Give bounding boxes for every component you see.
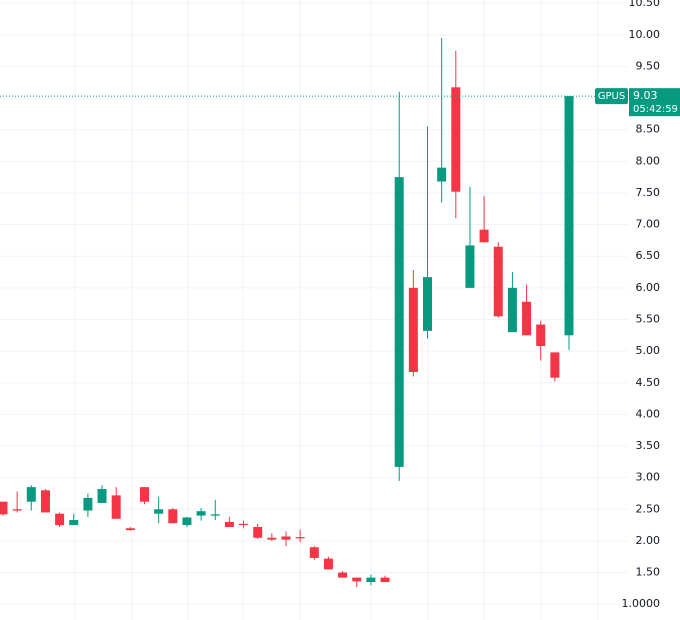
- candle-body: [69, 520, 79, 526]
- candle-body: [40, 490, 50, 513]
- y-tick-label: 1.0000: [622, 597, 661, 610]
- candle-body: [224, 521, 234, 527]
- candle-body: [437, 167, 447, 182]
- candle-body: [309, 547, 319, 558]
- candle-body: [536, 324, 546, 347]
- y-tick-label: 3.50: [636, 439, 661, 452]
- candle-body: [281, 536, 291, 540]
- symbol-label: GPUS: [598, 91, 625, 102]
- y-tick-label: 7.00: [636, 218, 661, 231]
- candle-body: [0, 501, 8, 515]
- candle-body: [111, 495, 121, 519]
- candle-body: [323, 558, 333, 570]
- y-tick-label: 6.00: [636, 281, 661, 294]
- candle-body: [168, 509, 178, 524]
- candle-body: [380, 577, 390, 583]
- candle-body: [465, 245, 475, 288]
- candle-body: [550, 352, 560, 378]
- y-tick-label: 6.50: [636, 249, 661, 262]
- candle-body: [408, 287, 418, 372]
- y-tick-label: 5.50: [636, 312, 661, 325]
- candle-body: [295, 537, 305, 539]
- y-tick-label: 3.00: [636, 471, 661, 484]
- candle-body: [423, 277, 432, 331]
- candle-body: [140, 487, 149, 502]
- symbol-box: [595, 88, 628, 105]
- candle-body: [210, 514, 220, 516]
- last-price-label: 9.03: [633, 89, 658, 102]
- candle-body: [522, 301, 532, 336]
- price-box: [629, 88, 680, 117]
- candle-body: [239, 523, 249, 526]
- y-tick-label: 1.50: [636, 566, 661, 579]
- candle-body: [507, 287, 517, 333]
- candle-body: [253, 527, 263, 538]
- candle-body: [493, 246, 503, 317]
- candle-body: [479, 229, 489, 243]
- candle-body: [451, 87, 461, 192]
- candle-body: [352, 577, 362, 582]
- y-tick-label: 4.00: [636, 407, 661, 420]
- candle-body: [267, 537, 277, 540]
- candle-body: [366, 577, 376, 583]
- countdown-label: 05:42:59: [633, 104, 678, 115]
- y-tick-label: 10.50: [629, 0, 661, 9]
- candle-body: [83, 497, 93, 511]
- y-tick-label: 9.50: [636, 59, 661, 72]
- candle-body: [125, 528, 135, 531]
- candle-body: [564, 96, 574, 336]
- candle-body: [394, 177, 404, 467]
- candle-body: [196, 511, 206, 516]
- y-tick-label: 2.50: [636, 502, 661, 515]
- candle-body: [154, 509, 164, 514]
- candle-body: [12, 509, 22, 511]
- y-tick-label: 4.50: [636, 376, 661, 389]
- vertical-grid: [74, 0, 599, 620]
- y-tick-label: 10.00: [629, 28, 661, 41]
- y-tick-label: 8.50: [636, 123, 661, 136]
- candle-body: [97, 489, 107, 503]
- y-tick-label: 5.00: [636, 344, 661, 357]
- y-tick-label: 2.00: [636, 534, 661, 547]
- y-tick-label: 7.50: [636, 186, 661, 199]
- candle-body: [182, 517, 192, 526]
- candle-body: [338, 572, 348, 578]
- y-tick-label: 8.00: [636, 154, 661, 167]
- candle-body: [55, 513, 65, 526]
- candle-body: [26, 487, 36, 502]
